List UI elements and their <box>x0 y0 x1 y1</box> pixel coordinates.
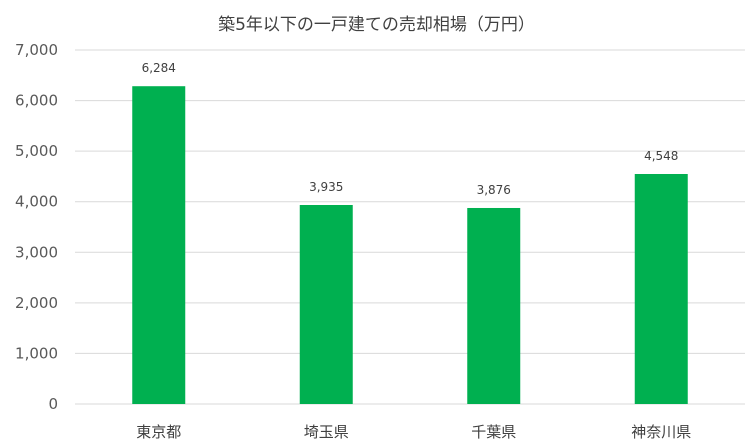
x-tick-label: 東京都 <box>136 423 181 441</box>
y-tick-label: 2,000 <box>15 294 58 312</box>
y-tick-label: 0 <box>48 395 58 413</box>
y-tick-label: 4,000 <box>15 193 58 211</box>
data-label: 3,935 <box>309 180 343 194</box>
data-label: 3,876 <box>477 183 511 197</box>
x-tick-label: 神奈川県 <box>631 423 691 441</box>
data-label: 6,284 <box>142 61 176 75</box>
y-tick-label: 6,000 <box>15 92 58 110</box>
y-tick-label: 1,000 <box>15 344 58 362</box>
bar <box>299 205 353 404</box>
y-tick-label: 3,000 <box>15 243 58 261</box>
y-tick-label: 5,000 <box>15 142 58 160</box>
bar <box>634 174 688 404</box>
chart-title: 築5年以下の一戸建ての売却相場（万円） <box>218 15 535 35</box>
y-tick-label: 7,000 <box>15 41 58 59</box>
bar <box>467 207 521 404</box>
x-tick-label: 埼玉県 <box>304 423 349 441</box>
bar <box>132 86 186 405</box>
x-tick-label: 千葉県 <box>471 423 516 441</box>
data-label: 4,548 <box>644 149 678 163</box>
